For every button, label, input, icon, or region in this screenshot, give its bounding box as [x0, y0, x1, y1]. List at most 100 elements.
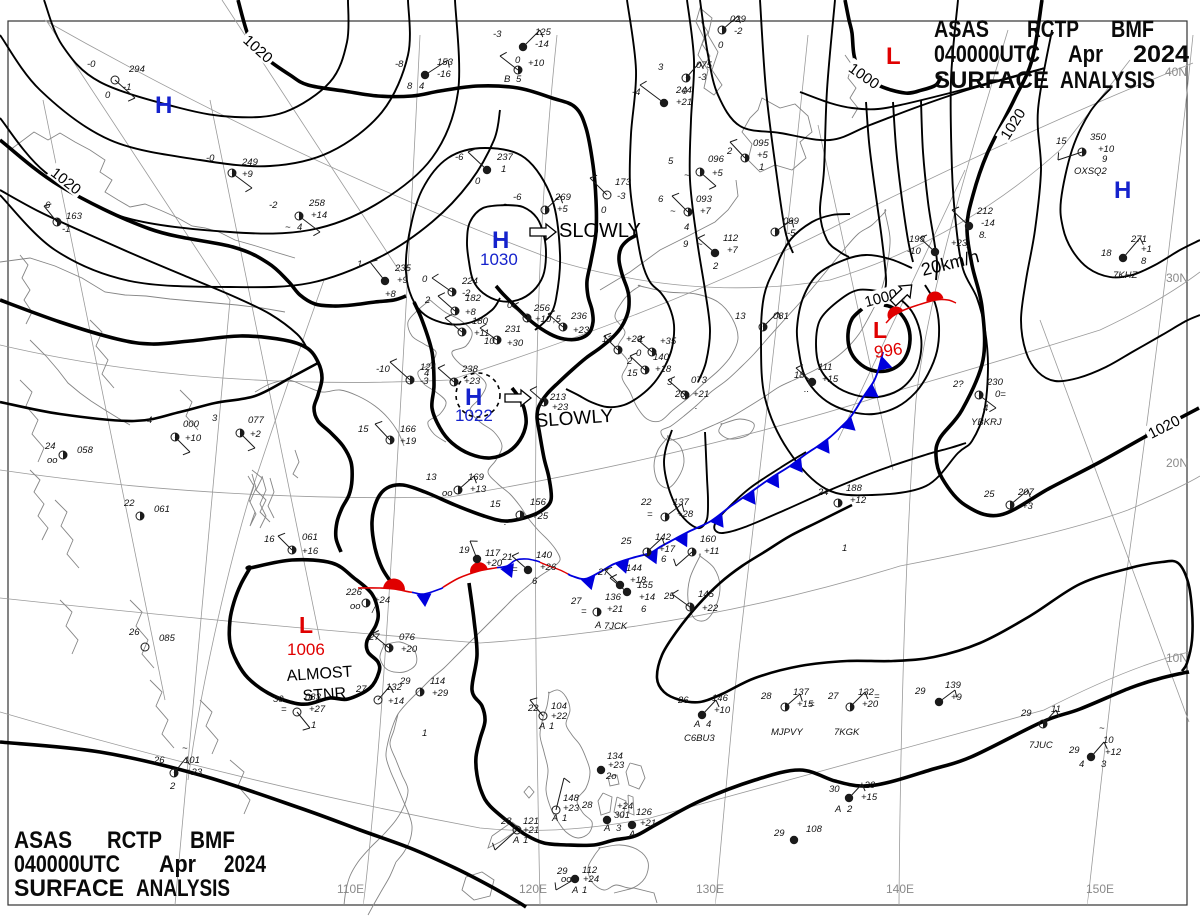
svg-text:121: 121 [523, 816, 539, 827]
svg-text:6: 6 [532, 576, 538, 587]
svg-text:238: 238 [461, 364, 479, 375]
svg-text:27: 27 [827, 691, 839, 702]
svg-text:+2: +2 [250, 429, 262, 440]
svg-text:7KGK: 7KGK [834, 727, 860, 738]
svg-text:-3: -3 [420, 376, 429, 387]
svg-text:27: 27 [570, 596, 582, 607]
svg-text:A: A [512, 835, 519, 846]
svg-text:3: 3 [658, 62, 664, 73]
svg-text:1: 1 [422, 728, 427, 739]
svg-text:A: A [834, 804, 841, 815]
svg-text:A: A [594, 620, 601, 631]
svg-text:27: 27 [597, 567, 609, 578]
svg-text:30: 30 [829, 784, 840, 795]
svg-text:15: 15 [358, 424, 369, 435]
svg-text:0: 0 [507, 300, 513, 311]
svg-text:+15: +15 [861, 792, 878, 803]
svg-text:24: 24 [817, 487, 829, 498]
svg-text:29: 29 [773, 828, 785, 839]
svg-text:271: 271 [1130, 234, 1147, 245]
svg-text:+21: +21 [693, 389, 709, 400]
svg-text:+28: +28 [677, 509, 694, 520]
svg-text:258: 258 [308, 198, 326, 209]
svg-text:oo: oo [561, 874, 572, 885]
svg-text:0: 0 [422, 274, 428, 285]
svg-text:13: 13 [426, 472, 437, 483]
svg-text:256: 256 [533, 303, 551, 314]
svg-text:-14: -14 [981, 218, 995, 229]
svg-text:145: 145 [698, 589, 715, 600]
svg-text:10: 10 [1103, 735, 1114, 746]
svg-text:3: 3 [616, 823, 622, 834]
svg-text:058: 058 [77, 445, 94, 456]
svg-text:H: H [465, 384, 482, 411]
svg-text:4: 4 [147, 415, 152, 426]
svg-text:26: 26 [677, 695, 689, 706]
svg-text:236: 236 [570, 311, 588, 322]
svg-text:6: 6 [641, 604, 647, 615]
svg-text:237: 237 [496, 152, 514, 163]
svg-text:~: ~ [684, 170, 690, 181]
svg-text:8: 8 [1141, 256, 1147, 267]
svg-text:0: 0 [636, 348, 642, 359]
svg-text:173: 173 [615, 177, 632, 188]
svg-text:+11: +11 [704, 546, 719, 557]
svg-text:~: ~ [697, 239, 703, 250]
svg-text:+22: +22 [702, 603, 719, 614]
svg-text:.: . [504, 517, 507, 528]
svg-text:-10: -10 [907, 246, 921, 257]
svg-text:125: 125 [535, 27, 552, 38]
svg-text:L: L [873, 317, 887, 343]
svg-text:A: A [603, 823, 610, 834]
svg-text:+1: +1 [1141, 244, 1152, 255]
svg-text:+18: +18 [630, 575, 647, 586]
svg-text:ALMOST: ALMOST [286, 663, 353, 685]
svg-text:10: 10 [484, 336, 495, 347]
svg-text:120E: 120E [519, 882, 547, 896]
svg-text:061: 061 [302, 532, 318, 543]
svg-text:-2: -2 [462, 288, 471, 299]
svg-text:Apr: Apr [1068, 41, 1103, 68]
svg-text:230: 230 [986, 377, 1004, 388]
svg-text:+12: +12 [1105, 747, 1122, 758]
svg-text:4: 4 [297, 222, 302, 233]
svg-text:-3: -3 [617, 191, 626, 202]
svg-text:21: 21 [501, 552, 513, 563]
svg-text:30N: 30N [1166, 271, 1188, 285]
svg-text:0: 0 [682, 86, 688, 97]
svg-text:101: 101 [184, 755, 200, 766]
svg-text:3: 3 [1101, 759, 1107, 770]
svg-text:0=: 0= [995, 389, 1006, 400]
svg-text:-4: -4 [632, 87, 640, 98]
svg-text:7KHZ: 7KHZ [1113, 270, 1138, 281]
svg-text:073: 073 [691, 375, 708, 386]
svg-text:+23: +23 [608, 760, 625, 771]
svg-text:180: 180 [472, 316, 489, 327]
svg-text:-5: -5 [787, 228, 796, 239]
svg-text:6: 6 [658, 194, 664, 205]
svg-text:110E: 110E [337, 882, 364, 896]
svg-text:132: 132 [386, 682, 403, 693]
svg-text:+27: +27 [309, 704, 326, 715]
svg-text:+23: +23 [464, 376, 481, 387]
svg-text:+21: +21 [523, 825, 539, 836]
svg-text:18: 18 [1101, 248, 1112, 259]
svg-text:2: 2 [712, 261, 719, 272]
svg-text:163: 163 [66, 211, 83, 222]
svg-text:142: 142 [655, 532, 672, 543]
svg-text:A: A [693, 719, 700, 730]
svg-text:-8: -8 [395, 59, 404, 70]
svg-text:+14: +14 [311, 210, 327, 221]
svg-text:+20: +20 [862, 699, 879, 710]
svg-text:0: 0 [718, 40, 724, 51]
svg-text:169: 169 [468, 472, 485, 483]
svg-text:oo: oo [442, 488, 453, 499]
svg-text:5: 5 [668, 156, 674, 167]
svg-text:0: 0 [475, 176, 481, 187]
svg-text:15: 15 [1056, 136, 1067, 147]
svg-text:2024: 2024 [224, 851, 267, 878]
svg-text:126: 126 [636, 807, 653, 818]
svg-text:000: 000 [183, 419, 200, 430]
svg-text:081: 081 [773, 311, 789, 322]
svg-text:-10: -10 [376, 364, 390, 375]
